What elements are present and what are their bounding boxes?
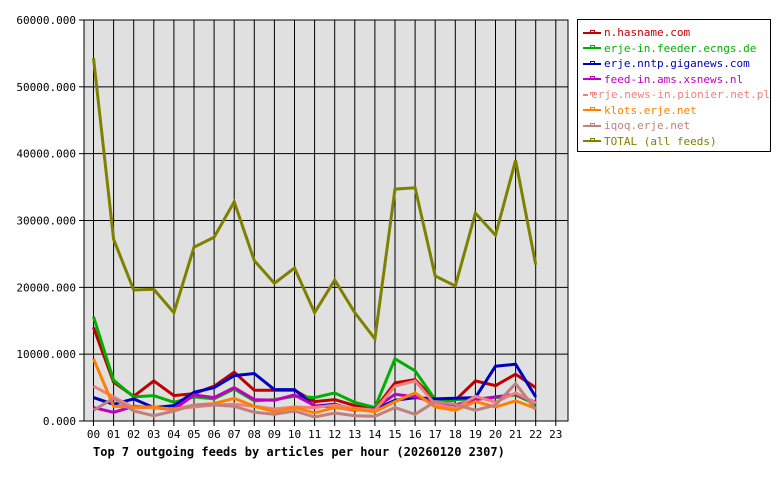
chart-title: Top 7 outgoing feeds by articles per hou… <box>93 445 505 459</box>
legend-label: n.hasname.com <box>604 26 691 40</box>
series-line <box>92 381 537 419</box>
x-tick-label: 02 <box>127 428 140 441</box>
x-tick-label: 07 <box>228 428 241 441</box>
x-tick-label: 23 <box>549 428 562 441</box>
legend-swatch-icon <box>583 60 601 65</box>
x-axis: 00 01 02 03 04 05 06 07 08 09 10 11 12 13 14 15 16 17 18 19… <box>87 421 562 441</box>
x-tick-label: 04 <box>167 428 181 441</box>
legend-item: klots.erje.net <box>583 103 770 119</box>
series-line <box>92 57 538 343</box>
legend-item: n.hasname.com <box>583 25 770 41</box>
y-axis: 0.000 10000.000 20000.000 30000.000 40000.00… <box>16 14 84 428</box>
y-tick-label: 60000.000 <box>16 14 76 27</box>
x-tick-label: 09 <box>268 428 281 441</box>
legend-swatch-icon <box>583 76 601 81</box>
legend-label: klots.erje.net <box>604 103 697 117</box>
x-tick-label: 21 <box>509 428 522 441</box>
legend-label: iqoq.erje.net <box>604 119 691 133</box>
grid-lines <box>84 20 568 421</box>
y-tick-label: 10000.000 <box>16 348 76 361</box>
legend-swatch-icon <box>583 138 601 143</box>
x-tick-label: 17 <box>429 428 442 441</box>
legend-item: erje-in.feeder.ecngs.de <box>583 41 770 57</box>
y-tick-label: 0.000 <box>43 415 76 428</box>
series-line <box>92 326 537 411</box>
x-tick-label: 12 <box>328 428 341 441</box>
legend-swatch-icon <box>583 122 601 127</box>
legend-swatch-icon <box>583 29 601 34</box>
x-tick-label: 10 <box>288 428 301 441</box>
x-tick-label: 03 <box>147 428 160 441</box>
legend-item: erje.nntp.giganews.com <box>583 56 770 72</box>
legend-item: feed-in.ams.xsnews.nl <box>583 72 770 88</box>
legend-item: TOTAL (all feeds) <box>583 134 770 150</box>
legend-item: erje.news-in.pionier.net.pl <box>583 87 770 103</box>
x-tick-label: 00 <box>87 428 100 441</box>
legend: n.hasname.com erje-in.feeder.ecngs.de erje… <box>577 19 771 152</box>
y-tick-label: 50000.000 <box>16 81 76 94</box>
x-tick-label: 05 <box>187 428 200 441</box>
legend-swatch-icon <box>583 107 601 112</box>
legend-swatch-icon <box>583 91 596 96</box>
series-lines <box>92 57 538 419</box>
x-tick-label: 22 <box>529 428 542 441</box>
x-tick-label: 15 <box>388 428 401 441</box>
x-tick-label: 06 <box>207 428 220 441</box>
legend-item: iqoq.erje.net <box>583 118 770 134</box>
x-tick-label: 08 <box>248 428 261 441</box>
x-tick-label: 14 <box>368 428 382 441</box>
x-tick-label: 18 <box>449 428 462 441</box>
x-tick-label: 16 <box>408 428 421 441</box>
x-tick-label: 20 <box>489 428 502 441</box>
legend-label: feed-in.ams.xsnews.nl <box>604 72 744 86</box>
legend-label: erje-in.feeder.ecngs.de <box>604 41 757 55</box>
x-tick-label: 19 <box>469 428 482 441</box>
x-tick-label: 01 <box>107 428 120 441</box>
y-tick-label: 40000.000 <box>16 148 76 161</box>
legend-label: erje.news-in.pionier.net.pl <box>591 88 770 102</box>
y-tick-label: 30000.000 <box>16 215 76 228</box>
x-tick-label: 11 <box>308 428 321 441</box>
y-tick-label: 20000.000 <box>16 281 76 294</box>
legend-swatch-icon <box>583 45 601 50</box>
legend-label: erje.nntp.giganews.com <box>604 57 750 71</box>
legend-label: TOTAL (all feeds) <box>604 134 717 148</box>
x-tick-label: 13 <box>348 428 361 441</box>
